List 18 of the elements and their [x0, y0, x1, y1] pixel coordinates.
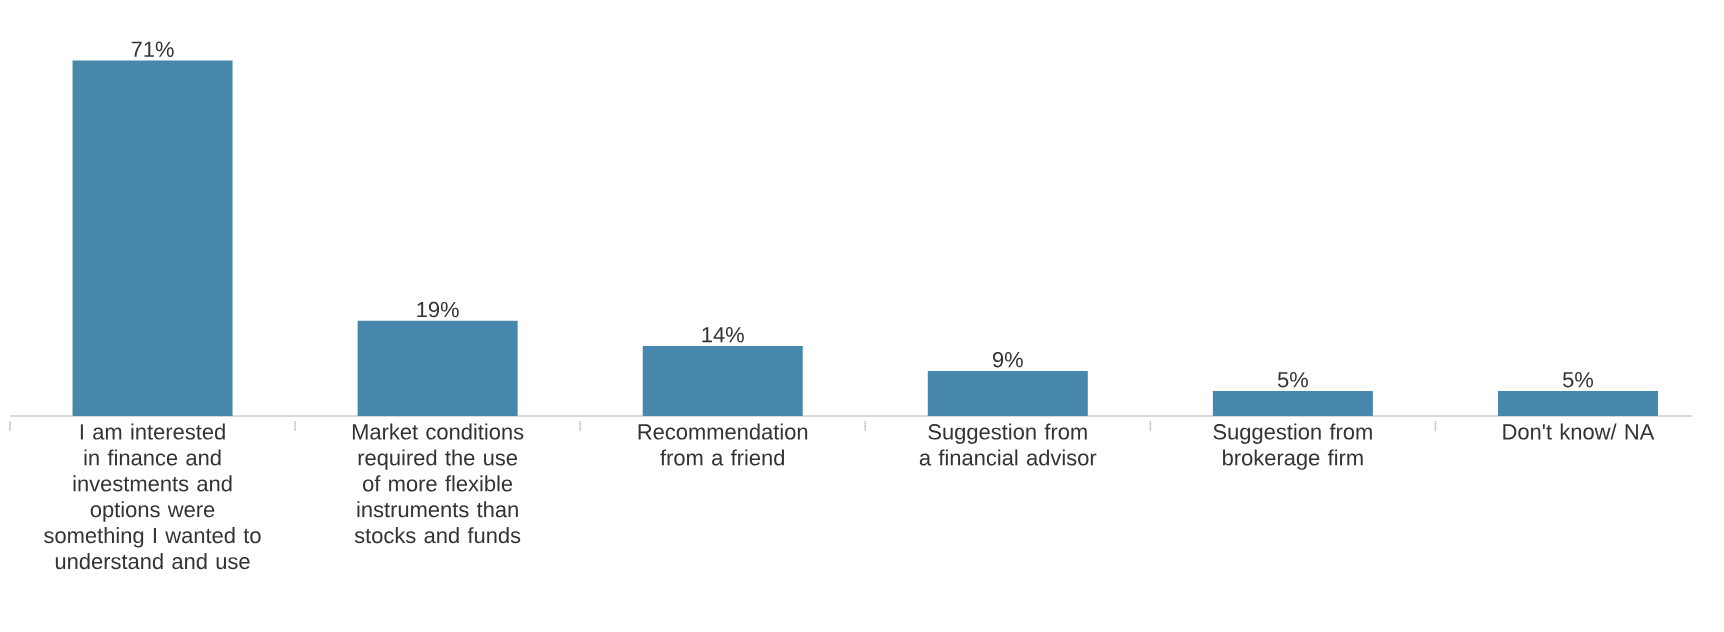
data-label: 5% — [1277, 372, 1308, 388]
x-tick-label: Recommendation from a friend — [638, 423, 808, 466]
x-tick-label: Don't know/ NA — [1503, 423, 1655, 440]
bar — [1497, 390, 1658, 416]
bar — [357, 320, 518, 416]
data-label: 14% — [702, 327, 744, 343]
bar — [642, 345, 803, 416]
bar — [1212, 390, 1373, 416]
data-label: 5% — [1562, 372, 1594, 388]
bar — [72, 60, 233, 416]
x-tick-label: Suggestion from brokerage firm — [1213, 423, 1372, 470]
bar — [927, 370, 1088, 416]
x-tick-label: Market conditions required the use of more flexible instruments than stocks and funds — [352, 423, 524, 544]
data-label: 19% — [417, 301, 459, 318]
data-label: 9% — [992, 351, 1023, 368]
data-label: 71% — [131, 41, 174, 57]
x-tick-label: I am interested in finance and investments and options were something I wanted to understand and use — [44, 423, 261, 570]
x-tick-label: Suggestion from a financial advisor — [919, 423, 1097, 466]
